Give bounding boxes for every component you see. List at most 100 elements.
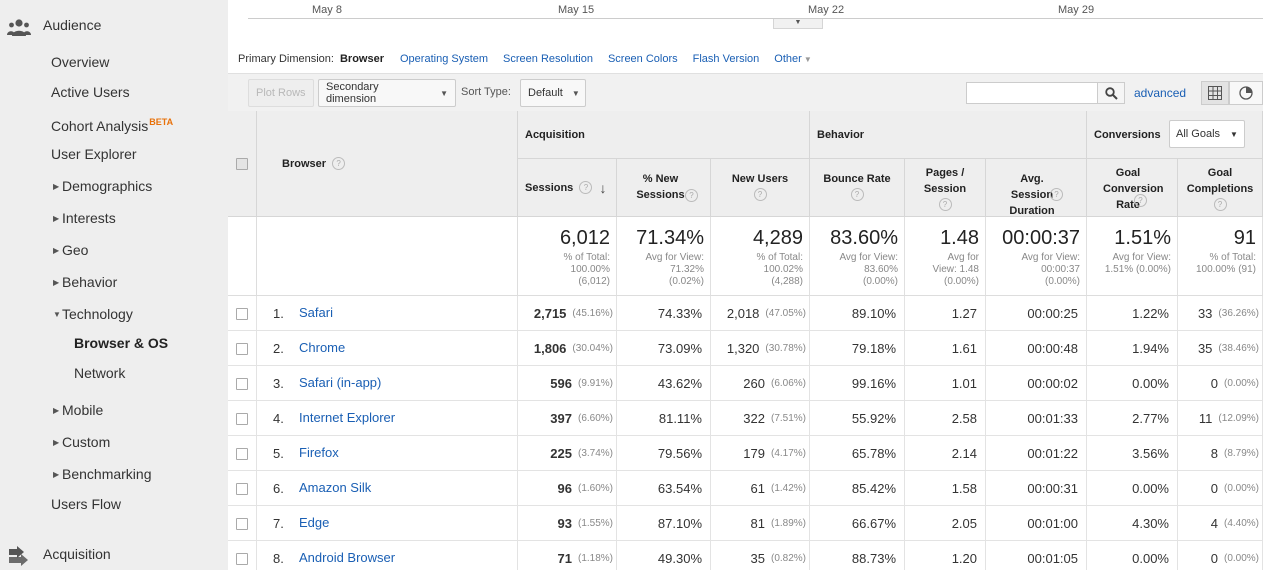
browser-link[interactable]: Edge (299, 515, 330, 530)
dimension-flash-version[interactable]: Flash Version (692, 53, 760, 65)
metric-percent: (6.60%) (577, 413, 613, 424)
browser-link[interactable]: Safari (299, 305, 333, 320)
metric-percent: (7.51%) (770, 413, 806, 424)
row-checkbox[interactable] (236, 342, 248, 355)
column-header-bounce-rate[interactable]: Bounce Rate? (810, 159, 905, 217)
search-button[interactable] (1098, 82, 1125, 104)
browser-column-header[interactable]: Browser ? (257, 111, 518, 217)
chart-resize-handle[interactable]: ▼ (773, 19, 823, 29)
sidebar-item-browser-os[interactable]: Browser & OS (74, 335, 169, 351)
sidebar-item-demographics[interactable]: ▶ Demographics (53, 177, 152, 196)
row-checkbox[interactable] (236, 482, 248, 495)
browser-link[interactable]: Internet Explorer (299, 410, 396, 425)
row-checkbox[interactable] (236, 447, 248, 460)
plot-rows-button[interactable]: Plot Rows (248, 79, 314, 107)
sidebar-section-audience[interactable]: Audience (0, 10, 228, 40)
caret-down-icon: ▼ (803, 55, 812, 64)
table-row: 7. Edge 93 (1.55%) 87.10% 81 (1.89%) 66.67% 2.05… (228, 506, 1263, 541)
sidebar-item-users-flow[interactable]: Users Flow (51, 496, 122, 512)
column-header-pages-session[interactable]: Pages / Session? (905, 159, 986, 217)
advanced-filter-link[interactable]: advanced (1134, 86, 1187, 100)
row-checkbox[interactable] (236, 517, 248, 530)
browser-link[interactable]: Amazon Silk (299, 480, 372, 495)
sidebar-item-geo[interactable]: ▶ Geo (53, 241, 88, 260)
help-icon[interactable]: ? (753, 188, 767, 201)
dimension-operating-system[interactable]: Operating System (400, 53, 489, 65)
metric-value: 35 (1197, 341, 1213, 356)
goals-select[interactable]: All Goals ▼ (1169, 120, 1245, 148)
metric-value: 55.92% (851, 411, 896, 426)
help-icon[interactable]: ? (332, 157, 346, 170)
totals-value: 1.48 (940, 227, 979, 249)
help-icon[interactable]: ? (850, 188, 864, 201)
help-icon[interactable]: ? (1213, 198, 1227, 211)
metric-cell-sessions: 225 (3.74%) (518, 436, 617, 471)
metric-cell-duration: 00:01:33 (986, 401, 1087, 436)
row-checkbox[interactable] (236, 412, 248, 425)
metric-value: 1.22% (1132, 306, 1169, 321)
sidebar-item-user-explorer[interactable]: User Explorer (51, 146, 137, 162)
secondary-dimension-select[interactable]: Secondary dimension ▼ (318, 79, 456, 107)
sidebar-item-behavior[interactable]: ▶ Behavior (53, 273, 117, 292)
table-search-input[interactable] (966, 82, 1098, 104)
pie-chart-icon (1239, 86, 1253, 100)
metric-cell-pages: 1.20 (905, 541, 986, 570)
metric-value: 179 (743, 446, 765, 461)
column-header-goal-conversion-rate[interactable]: Goal Conversion Rate? (1087, 159, 1178, 217)
browser-link[interactable]: Firefox (299, 445, 339, 460)
sidebar-item-active-users[interactable]: Active Users (51, 84, 130, 100)
caret-right-icon: ▶ (53, 438, 60, 447)
sidebar-item-overview[interactable]: Overview (51, 54, 110, 70)
metric-value: 33 (1197, 306, 1213, 321)
axis-line (248, 18, 1263, 19)
pie-view-button[interactable] (1229, 81, 1263, 105)
column-header-label: New Users (731, 173, 789, 185)
column-header-sessions[interactable]: Sessions ? ↓ (518, 159, 617, 217)
column-header-pct-new-sessions[interactable]: % New Sessions? (617, 159, 711, 217)
sidebar-item-cohort-analysis[interactable]: Cohort AnalysisBETA (51, 113, 173, 135)
browser-link[interactable]: Safari (in-app) (299, 375, 382, 390)
metric-value: 4.30% (1132, 516, 1169, 531)
dimension-screen-resolution[interactable]: Screen Resolution (503, 53, 593, 65)
dimension-browser[interactable]: Browser (339, 53, 384, 65)
sidebar-item-benchmarking[interactable]: ▶ Benchmarking (53, 465, 152, 484)
secondary-dimension-label: Secondary dimension (326, 81, 379, 105)
totals-sub: 100.00% (91) (1195, 264, 1256, 275)
help-icon[interactable]: ? (685, 189, 698, 202)
sidebar-section-acquisition[interactable]: Acquisition (0, 539, 228, 569)
dimension-other[interactable]: Other ▼ (774, 53, 811, 65)
select-all-cell (228, 111, 257, 217)
sort-type-select[interactable]: Default ▼ (520, 79, 586, 107)
browser-link[interactable]: Chrome (299, 340, 346, 355)
help-icon[interactable]: ? (1134, 194, 1147, 207)
table-toolbar: Plot Rows Secondary dimension ▼ Sort Type… (228, 73, 1263, 111)
help-icon[interactable]: ? (1050, 188, 1063, 201)
sidebar-item-interests[interactable]: ▶ Interests (53, 209, 116, 228)
dimension-screen-colors[interactable]: Screen Colors (607, 53, 678, 65)
help-icon[interactable]: ? (938, 198, 952, 211)
select-all-checkbox[interactable] (236, 157, 248, 170)
column-header-avg-session-duration[interactable]: Avg. Session Duration? (986, 159, 1087, 217)
metric-percent: (8.79%) (1223, 448, 1259, 459)
totals-value: 00:00:37 (1002, 227, 1080, 249)
column-header-new-users[interactable]: New Users? (711, 159, 810, 217)
help-icon[interactable]: ? (579, 181, 593, 194)
sidebar-item-technology[interactable]: ▼Technology (53, 305, 133, 324)
sidebar-item-custom[interactable]: ▶ Custom (53, 433, 110, 452)
metric-cell-conv: 0.00% (1087, 471, 1178, 506)
table-view-button[interactable] (1201, 81, 1229, 105)
metric-value: 260 (743, 376, 765, 391)
row-checkbox[interactable] (236, 552, 248, 565)
browser-link[interactable]: Android Browser (299, 550, 396, 565)
sidebar-item-label: Demographics (62, 178, 153, 194)
row-checkbox[interactable] (236, 307, 248, 320)
totals-sub: (0.00%) (943, 276, 979, 287)
row-checkbox-cell (228, 401, 257, 436)
metric-value: 0.00% (1132, 376, 1169, 391)
metric-value: 65.78% (851, 446, 896, 461)
row-checkbox[interactable] (236, 377, 248, 390)
sidebar-item-network[interactable]: Network (74, 365, 126, 381)
sidebar-item-mobile[interactable]: ▶ Mobile (53, 401, 103, 420)
column-header-goal-completions[interactable]: Goal Completions? (1178, 159, 1263, 217)
sidebar-item-label: Mobile (62, 402, 104, 418)
